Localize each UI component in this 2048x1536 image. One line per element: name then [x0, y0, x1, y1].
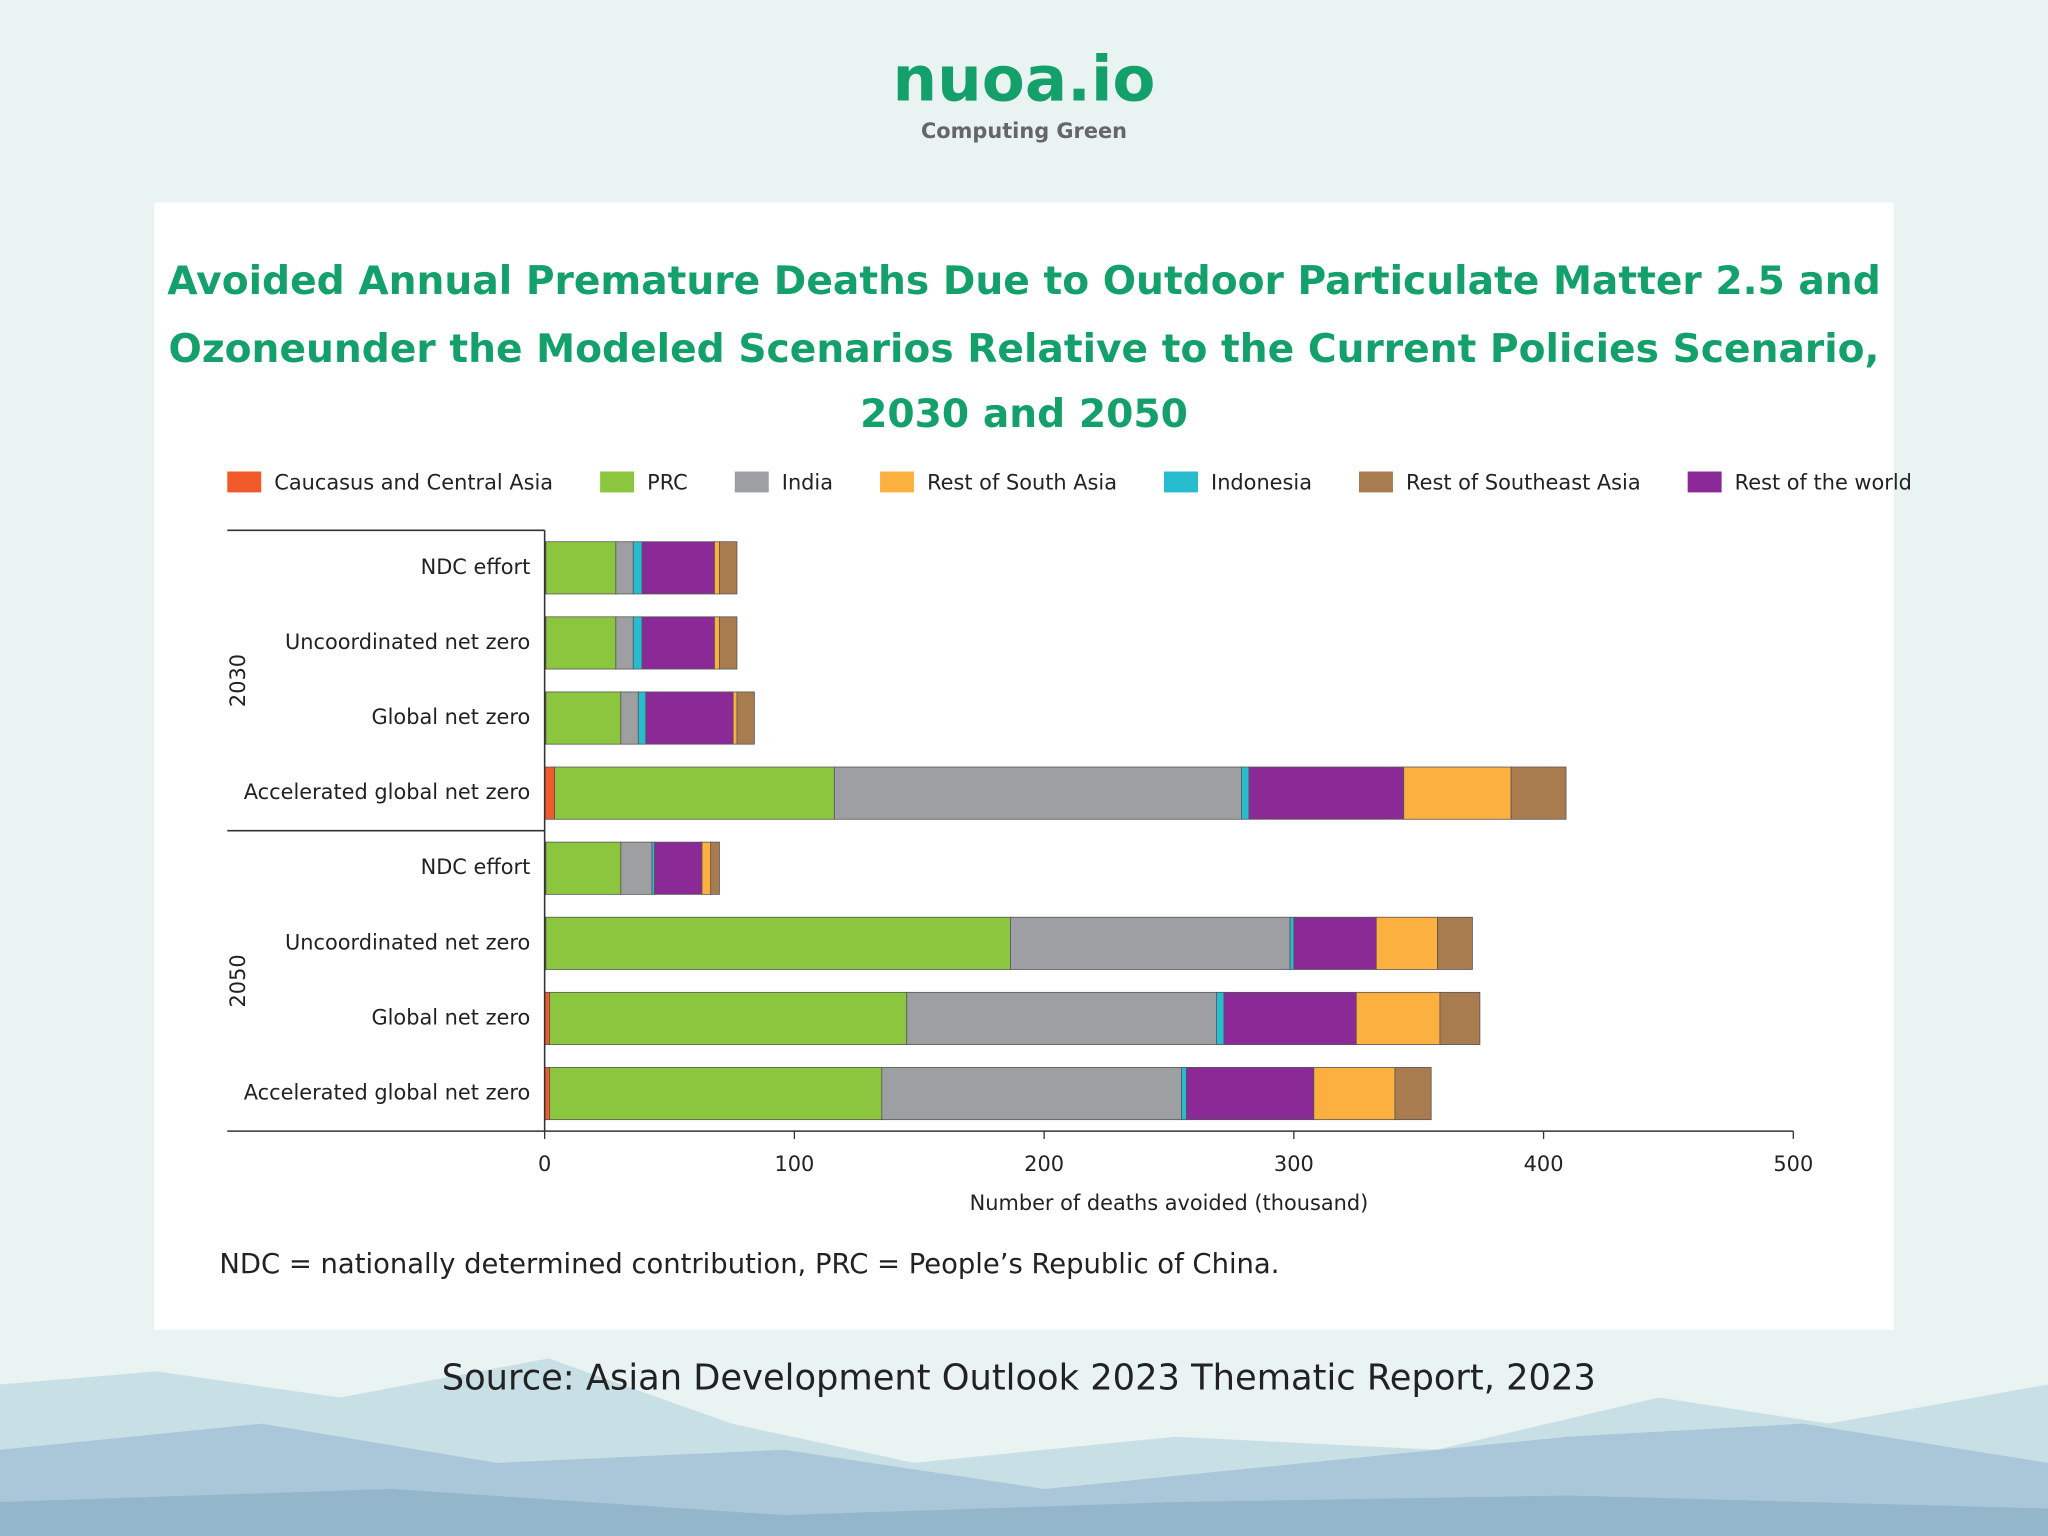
- legend-swatch: [600, 471, 635, 493]
- legend-label: Caucasus and Central Asia: [274, 470, 553, 494]
- bar-segment: [719, 616, 738, 670]
- bar-segment: [1510, 766, 1567, 820]
- legend-swatch: [1164, 471, 1198, 493]
- bar-segment: [641, 541, 715, 595]
- y-tick-label: NDC effort: [421, 555, 531, 579]
- chart-title: Ozoneunder the Modeled Scenarios Relativ…: [169, 327, 1880, 372]
- bar-segment: [545, 841, 622, 895]
- legend-label: Rest of the world: [1735, 470, 1912, 494]
- legend-swatch: [1687, 471, 1722, 493]
- bar-segment: [554, 766, 835, 820]
- bar-segment: [701, 841, 712, 895]
- bar-segment: [1248, 766, 1405, 820]
- bar-segment: [719, 541, 738, 595]
- note: NDC = nationally determined contribution…: [219, 1249, 1279, 1280]
- bar-segment: [620, 691, 639, 745]
- bar-segment: [1186, 1067, 1315, 1121]
- bar-segment: [1293, 916, 1377, 970]
- logo: nuoa.io: [893, 43, 1156, 116]
- bar-segment: [615, 541, 634, 595]
- bar-segment: [714, 616, 720, 670]
- y-tick-label: Uncoordinated net zero: [285, 930, 530, 954]
- bar-segment: [632, 541, 643, 595]
- legend-swatch: [734, 471, 769, 493]
- bar-segment: [1355, 991, 1441, 1045]
- x-tick-label: 100: [774, 1152, 814, 1176]
- bar-segment: [545, 541, 617, 595]
- mountains: [0, 1358, 2048, 1536]
- x-tick-label: 500: [1773, 1152, 1813, 1176]
- bar-segment: [1394, 1067, 1432, 1121]
- bar-segment: [1241, 766, 1250, 820]
- bar-segment: [1216, 991, 1225, 1045]
- legend-label: Rest of South Asia: [927, 470, 1117, 494]
- bar-segment: [1181, 1067, 1187, 1121]
- bar-segment: [545, 616, 617, 670]
- bar-segment: [615, 616, 634, 670]
- legend-label: PRC: [647, 470, 688, 494]
- y-tick-label: Accelerated global net zero: [244, 780, 531, 804]
- tagline: Computing Green: [921, 119, 1127, 143]
- chart-title: Avoided Annual Premature Deaths Due to O…: [167, 259, 1880, 304]
- group-label: 2050: [226, 954, 250, 1007]
- x-axis-label: Number of deaths avoided (thousand): [970, 1191, 1369, 1215]
- legend-swatch: [880, 471, 915, 493]
- y-tick-label: NDC effort: [421, 855, 531, 879]
- bar-segment: [1223, 991, 1357, 1045]
- chart-title: 2030 and 2050: [860, 392, 1188, 437]
- bar-segment: [545, 916, 1011, 970]
- bar-segment: [881, 1067, 1182, 1121]
- bar-segment: [1313, 1067, 1396, 1121]
- y-tick-label: Global net zero: [371, 1005, 530, 1029]
- legend-label: India: [782, 470, 833, 494]
- x-tick-label: 200: [1024, 1152, 1064, 1176]
- bar-segment: [641, 616, 715, 670]
- legend-swatch: [227, 471, 262, 493]
- card: [154, 202, 1894, 1330]
- bar-segment: [637, 691, 647, 745]
- bar-segment: [906, 991, 1217, 1045]
- bar-segment: [545, 691, 622, 745]
- legend-label: Rest of Southeast Asia: [1406, 470, 1641, 494]
- legend-label: Indonesia: [1211, 470, 1312, 494]
- x-tick-label: 400: [1524, 1152, 1564, 1176]
- bar-segment: [732, 691, 738, 745]
- bar-segment: [1439, 991, 1481, 1045]
- bar-segment: [632, 616, 643, 670]
- bar-segment: [1289, 916, 1295, 970]
- group-label: 2030: [226, 654, 250, 707]
- source: Source: Asian Development Outlook 2023 T…: [442, 1357, 1596, 1398]
- bar-segment: [833, 766, 1242, 820]
- bar-segment: [544, 766, 556, 820]
- bar-segment: [620, 841, 653, 895]
- bar-segment: [1403, 766, 1512, 820]
- x-tick-label: 0: [538, 1152, 551, 1176]
- bar-segment: [549, 1067, 883, 1121]
- bar-segment: [1010, 916, 1291, 970]
- x-tick-label: 300: [1274, 1152, 1314, 1176]
- bar-segment: [1437, 916, 1473, 970]
- bar-segment: [1375, 916, 1438, 970]
- bar-segment: [736, 691, 755, 745]
- y-tick-label: Global net zero: [371, 705, 530, 729]
- bar-segment: [710, 841, 720, 895]
- legend-swatch: [1359, 471, 1393, 493]
- y-tick-label: Uncoordinated net zero: [285, 630, 530, 654]
- bar-segment: [549, 991, 908, 1045]
- y-tick-label: Accelerated global net zero: [244, 1081, 531, 1105]
- bar-segment: [714, 541, 720, 595]
- bar-segment: [645, 691, 734, 745]
- bar-segment: [654, 841, 703, 895]
